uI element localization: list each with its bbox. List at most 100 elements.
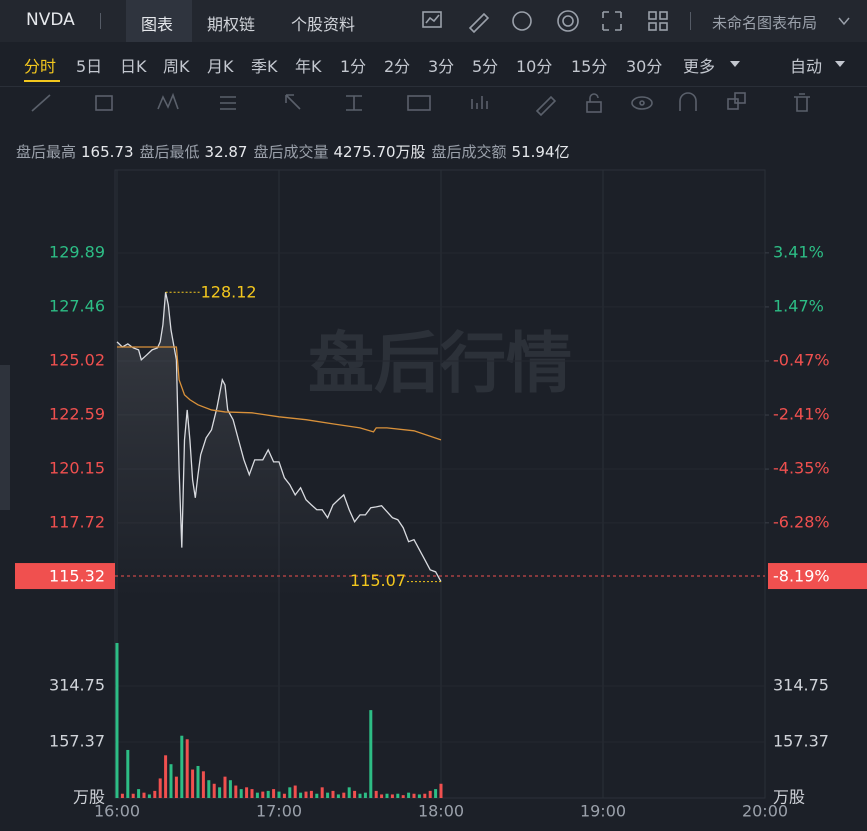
- volume-bar: [304, 791, 308, 798]
- volume-bar: [277, 791, 281, 798]
- volume-bar: [261, 791, 265, 798]
- side-handle[interactable]: [0, 365, 10, 510]
- stat-label: 盘后最低: [139, 143, 200, 161]
- layout-name[interactable]: 未命名图表布局: [712, 14, 818, 32]
- volume-bar: [380, 794, 384, 798]
- volume-bar: [407, 792, 411, 798]
- dropdown-arrow: [730, 61, 740, 67]
- active-underline: [24, 80, 60, 82]
- top-bar: NVDA 图表 期权链 个股资料 未命名图表布局: [0, 0, 867, 42]
- period-item[interactable]: 15分: [571, 57, 608, 76]
- volume-bar: [131, 793, 135, 798]
- volume-bar: [120, 793, 124, 798]
- volume-bar: [153, 790, 157, 798]
- volume-bar: [342, 792, 346, 798]
- mode[interactable]: 自动: [790, 57, 823, 76]
- x-tick-label: 19:00: [580, 802, 626, 821]
- period-item[interactable]: 10分: [516, 57, 553, 76]
- last-price-label: 115.32: [49, 567, 105, 586]
- tab[interactable]: 期权链: [207, 15, 256, 34]
- volume-bar: [212, 783, 216, 798]
- volume-bar: [326, 792, 330, 798]
- period-item[interactable]: 2分: [384, 57, 411, 76]
- volume-bar: [336, 794, 340, 798]
- tab[interactable]: 个股资料: [291, 15, 356, 34]
- period-item[interactable]: 5分: [472, 57, 499, 76]
- volume-bar: [158, 778, 162, 798]
- period-item[interactable]: 30分: [626, 57, 663, 76]
- period-item[interactable]: 5日: [76, 57, 103, 76]
- volume-bar: [180, 735, 184, 798]
- volume-bar: [147, 794, 151, 798]
- volume-bar: [142, 792, 146, 798]
- volume-bar: [347, 787, 351, 798]
- y-tick-label: 125.02: [49, 350, 105, 369]
- volume-bar: [126, 749, 130, 798]
- volume-bar: [282, 793, 286, 798]
- volume-bar: [385, 793, 389, 798]
- volume-tick-label: 314.75: [773, 675, 829, 694]
- volume-bar: [299, 792, 303, 798]
- watermark: 盘后行情: [308, 325, 572, 402]
- tab[interactable]: 图表: [141, 15, 174, 34]
- volume-bar: [331, 790, 335, 798]
- volume-bar: [363, 792, 367, 798]
- last-change-box: [768, 563, 867, 590]
- volume-bar: [255, 792, 259, 798]
- volume-bar: [250, 789, 254, 798]
- y-tick-label: 117.72: [49, 512, 105, 531]
- price-line: [116, 292, 442, 582]
- period-item[interactable]: 季K: [251, 57, 278, 76]
- period-bar: 分时 5日 日K 周K 月K 季K 年K 1分 2分 3分 5分 10分 15分 30分 更多 自动: [0, 42, 867, 87]
- volume-bar: [207, 780, 211, 798]
- period-item[interactable]: 更多: [683, 57, 716, 76]
- volume-bar: [439, 783, 443, 798]
- drawing-tools[interactable]: [0, 87, 867, 123]
- stat-value: 4275.70万股: [333, 143, 426, 161]
- volume-bar: [288, 787, 292, 798]
- volume-bar: [434, 789, 438, 798]
- stat-label: 盘后成交量: [253, 143, 329, 161]
- y-tick-label: 122.59: [49, 404, 105, 423]
- period-item[interactable]: 1分: [340, 57, 367, 76]
- y2-tick-label: -0.47%: [773, 350, 830, 369]
- volume-bar: [137, 789, 141, 798]
- stat-value: 165.73: [81, 143, 134, 161]
- symbol: NVDA: [26, 10, 75, 30]
- x-tick-label: 17:00: [256, 802, 302, 821]
- period-item[interactable]: 周K: [163, 57, 190, 76]
- volume-bar: [417, 794, 421, 798]
- volume-tick-label: 314.75: [49, 675, 105, 694]
- period-item[interactable]: 日K: [120, 57, 147, 76]
- y2-tick-label: -2.41%: [773, 405, 830, 424]
- period-item[interactable]: 分时: [24, 57, 57, 76]
- active-tab-bg: [126, 0, 192, 42]
- separator: [100, 13, 101, 29]
- volume-unit: 万股: [773, 788, 805, 807]
- period-item[interactable]: 3分: [428, 57, 455, 76]
- volume-bar: [401, 795, 405, 798]
- volume-bar: [164, 755, 168, 798]
- x-tick-label: 20:00: [742, 802, 788, 821]
- volume-bar: [191, 769, 195, 798]
- period-item[interactable]: 月K: [207, 57, 234, 76]
- volume-bar: [396, 793, 400, 798]
- volume-bar: [315, 793, 319, 798]
- volume-bar: [185, 739, 189, 798]
- last-price-box: [15, 563, 115, 590]
- avg-line: [117, 346, 442, 441]
- price-area: [117, 292, 441, 600]
- period-item[interactable]: 年K: [295, 57, 322, 76]
- stat-value: 32.87: [204, 143, 248, 161]
- volume-bar: [272, 789, 276, 798]
- volume-bar: [390, 794, 394, 798]
- stat-value: 51.94亿: [511, 143, 570, 161]
- stat-label: 盘后成交额: [431, 143, 507, 161]
- volume-bar: [374, 790, 378, 798]
- x-tick-label: 18:00: [418, 802, 464, 821]
- volume-tick-label: 157.37: [773, 731, 829, 750]
- volume-bar: [293, 785, 297, 798]
- toolbar-icons[interactable]: [420, 8, 680, 34]
